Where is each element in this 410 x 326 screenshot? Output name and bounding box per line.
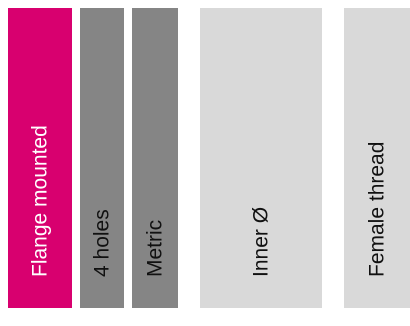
- tile-flange-mounted: Flange mounted: [8, 8, 72, 308]
- tile-label-metric: Metric: [143, 219, 167, 277]
- tile-4-holes: 4 holes: [80, 8, 124, 308]
- tile-label-4-holes: 4 holes: [90, 209, 114, 277]
- tile-female-thread: Female thread: [344, 8, 410, 308]
- tile-inner-diameter: Inner Ø: [200, 8, 322, 308]
- tile-label-female-thread: Female thread: [365, 141, 389, 277]
- tile-label-flange-mounted: Flange mounted: [28, 125, 52, 277]
- tile-label-inner-diameter: Inner Ø: [249, 206, 273, 277]
- tile-metric: Metric: [132, 8, 178, 308]
